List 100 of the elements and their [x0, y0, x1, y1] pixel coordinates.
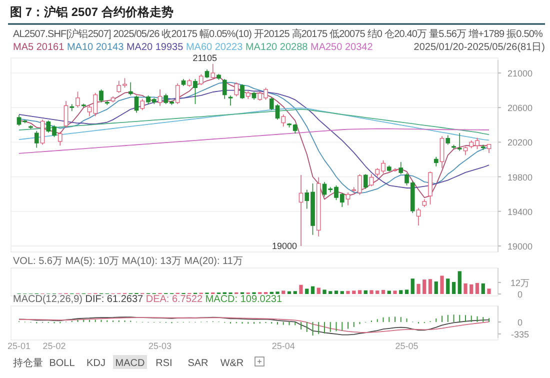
candlestick: [158, 89, 162, 106]
bar: [328, 291, 332, 294]
text: MA20 19935: [126, 42, 186, 53]
candlestick: [398, 162, 404, 175]
y-tick-label: 19800: [507, 172, 533, 182]
bar: [293, 291, 297, 294]
bar: [452, 282, 456, 294]
bar: [299, 284, 303, 294]
bar: [446, 278, 450, 294]
x-tick-label: 25-02: [42, 341, 66, 351]
candlestick: [128, 82, 133, 96]
candlestick: [281, 114, 286, 127]
y-tick-label: 0: [517, 318, 523, 328]
text: 2025/01/20-2025/05/26(81日): [414, 42, 545, 53]
text: VOL: 5.6万 MA(5): 10万 MA(10): 13万 MA(20): 11万: [13, 256, 243, 267]
text: MA60 20223: [186, 42, 246, 53]
candlestick: [240, 84, 244, 100]
bar: [422, 280, 426, 294]
text: MA120 20288: [245, 42, 310, 53]
candlestick: [416, 207, 421, 226]
text: SAR: [188, 358, 208, 369]
text: MACD: [115, 358, 145, 369]
y-tick-label: 20200: [507, 138, 533, 148]
text: KDJ: [86, 358, 106, 369]
text: MA250 20342: [310, 42, 374, 53]
candlestick: [434, 156, 438, 167]
candlestick: [40, 119, 45, 146]
candlestick: [198, 74, 204, 86]
y-tick-label: 19000: [507, 241, 533, 252]
candlestick: [58, 131, 62, 146]
annotation: 19000: [272, 240, 297, 251]
bar: [475, 282, 480, 294]
text: BOLL: [49, 358, 76, 369]
x-tick-label: 25-05: [395, 341, 418, 351]
bar: [387, 290, 391, 294]
series-label: MACD: 109.0231: [205, 294, 282, 305]
candlestick: [228, 95, 233, 106]
annotation: 21105: [192, 52, 218, 63]
series-label: DEA: 6.7522: [146, 294, 206, 305]
bar: [470, 284, 474, 294]
bar: [322, 290, 326, 294]
text: AL2507.SHF[沪铝2507] 2025/05/26 收20175 幅0.05%(10) 开20125 高20175 低20075 结0 仓20.40万 量5.56万 增+1789 振0.50%: [13, 28, 544, 40]
bar: [381, 290, 386, 294]
bar: [428, 279, 432, 294]
candlestick: [76, 91, 80, 108]
y-tick-label: -335: [510, 329, 530, 340]
candlestick: [446, 134, 450, 146]
y-tick-label: 0: [517, 290, 523, 300]
bar: [305, 288, 309, 294]
bar: [464, 283, 468, 294]
candlestick: [193, 78, 198, 105]
candlestick: [346, 192, 350, 206]
candlestick: [369, 174, 374, 187]
candlestick: [70, 104, 74, 112]
candlestick: [134, 95, 139, 114]
bar: [287, 291, 292, 294]
candlestick: [234, 82, 239, 97]
bar: [310, 286, 315, 294]
candlestick: [175, 82, 180, 105]
bar: [364, 290, 368, 294]
bar: [346, 290, 350, 294]
candlestick: [140, 98, 145, 111]
chart-title: 图 7：沪铝 2507 合约价格走势: [10, 5, 174, 19]
bar: [399, 290, 403, 294]
bar: [340, 291, 344, 294]
bar: [434, 281, 438, 294]
candlestick: [222, 78, 227, 100]
bar: [404, 290, 409, 294]
candlestick: [428, 171, 432, 205]
bar: [410, 278, 414, 294]
candlestick: [34, 130, 39, 148]
text: RSI: [156, 358, 172, 369]
x-tick-label: 25-01: [7, 341, 31, 351]
text: W&R: [220, 358, 244, 369]
y-tick-label: 20600: [507, 103, 533, 114]
x-tick-label: 25-03: [148, 341, 172, 351]
legend-title: MACD(12,26,9): [13, 294, 86, 305]
x-tick-label: 25-04: [272, 341, 295, 351]
candlestick: [457, 132, 462, 152]
candlestick: [363, 174, 368, 190]
text: MA10 20143: [66, 42, 126, 53]
bar: [282, 290, 286, 294]
candlestick: [298, 174, 304, 246]
bar: [370, 290, 374, 294]
bar: [440, 276, 444, 294]
candlestick: [64, 100, 68, 128]
y-tick-label: 12万: [510, 278, 530, 288]
line-series: [18, 128, 490, 154]
bar: [393, 290, 397, 294]
candlestick: [99, 89, 104, 103]
y-tick-label: 21000: [507, 68, 533, 78]
bar: [352, 290, 356, 294]
bar: [376, 290, 380, 294]
bar: [334, 290, 338, 294]
candlestick: [440, 136, 444, 169]
bar: [416, 284, 420, 294]
bar: [358, 290, 362, 294]
series-label: DIF: 61.2637: [85, 294, 146, 305]
bar: [316, 288, 320, 294]
bar: [487, 288, 491, 294]
